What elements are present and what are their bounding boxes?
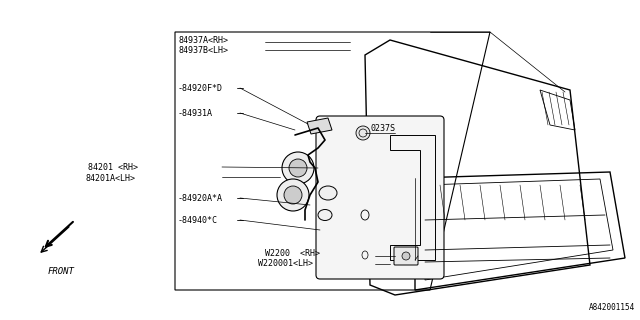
Circle shape: [284, 186, 302, 204]
Text: 84201 <RH>: 84201 <RH>: [88, 163, 138, 172]
FancyBboxPatch shape: [316, 116, 444, 279]
Text: FRONT: FRONT: [48, 268, 75, 276]
Circle shape: [282, 152, 314, 184]
Text: -84920A*A: -84920A*A: [178, 194, 223, 203]
Text: W220001<LH>: W220001<LH>: [258, 260, 313, 268]
Polygon shape: [307, 118, 332, 134]
Ellipse shape: [318, 210, 332, 220]
Text: 84201A<LH>: 84201A<LH>: [85, 173, 135, 182]
FancyBboxPatch shape: [394, 247, 418, 265]
Text: 84937A<RH>: 84937A<RH>: [178, 36, 228, 44]
Text: W2200  <RH>: W2200 <RH>: [265, 250, 320, 259]
Text: -84931A: -84931A: [178, 108, 213, 117]
Text: -84920F*D: -84920F*D: [178, 84, 223, 92]
Text: -84940*C: -84940*C: [178, 215, 218, 225]
Circle shape: [356, 126, 370, 140]
Circle shape: [289, 159, 307, 177]
Circle shape: [402, 252, 410, 260]
Text: 84937B<LH>: 84937B<LH>: [178, 45, 228, 54]
Text: 0237S: 0237S: [370, 124, 395, 132]
Polygon shape: [390, 135, 435, 260]
Circle shape: [277, 179, 309, 211]
Text: A842001154: A842001154: [589, 303, 635, 312]
Ellipse shape: [319, 186, 337, 200]
